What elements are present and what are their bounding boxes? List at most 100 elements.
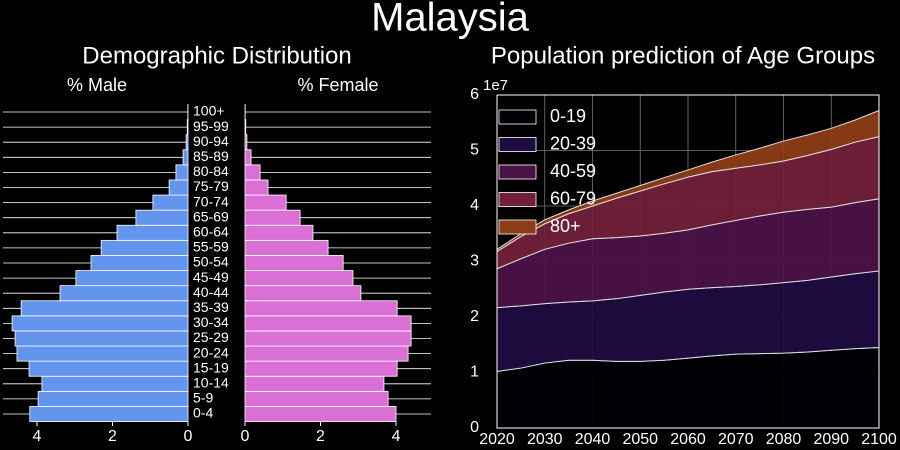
y-offset-label: 1e7 [483,77,508,94]
x-tick-label: 4 [392,428,401,445]
age-label: 35-39 [193,299,229,315]
x-tick-label: 0 [184,428,193,445]
x-tick-label: 2080 [766,431,802,448]
bar [244,300,398,317]
legend-swatch [498,192,537,207]
age-label: 30-34 [193,314,229,330]
bar [11,315,189,332]
bar [14,330,189,347]
bar [244,209,301,226]
bar [244,255,344,271]
male-panel-title: % Male [67,75,127,95]
bar [244,375,385,392]
y-tick-label: 5 [470,142,479,159]
bar [20,300,189,317]
age-label: 90-94 [193,133,229,149]
bar [182,149,189,166]
bar [116,224,189,241]
x-tick-label: 2090 [813,431,849,448]
x-tick-label: 2070 [718,431,754,448]
bar [244,330,412,347]
bar [37,390,189,407]
bar [244,224,314,241]
bar [244,270,354,287]
age-label: 50-54 [193,254,229,270]
bar [244,285,362,302]
y-tick-label: 4 [470,197,479,214]
bar [244,134,248,151]
area-title: Population prediction of Age Groups [491,42,875,69]
y-tick-label: 0 [470,419,479,436]
main-title: Malaysia [371,0,530,40]
x-tick-label: 2020 [479,431,515,448]
bar [75,270,189,287]
legend-swatch [498,219,537,235]
bar [186,119,189,136]
x-tick-label: 2 [316,428,325,445]
bar [244,164,261,181]
axes-frame [496,94,880,429]
age-label: 80-84 [193,163,229,179]
bar [244,315,412,332]
bar [244,179,269,196]
legend-label: 0-19 [550,106,586,126]
bar [244,345,409,362]
bar [244,360,398,377]
age-label: 45-49 [193,269,229,285]
legend-swatch [498,164,537,180]
bar [185,134,189,151]
age-label: 10-14 [193,375,229,391]
x-tick-label: 2040 [575,431,611,448]
bar [244,406,397,422]
bar [244,239,329,256]
y-tick-label: 2 [470,308,479,325]
x-tick-label: 0 [241,428,250,445]
legend-swatch [498,137,537,152]
bar [244,119,247,136]
x-tick-label: 2030 [527,431,563,448]
bar [244,194,287,211]
age-label: 70-74 [193,193,229,209]
x-tick-label: 2 [108,428,117,445]
x-tick-label: 2050 [622,431,658,448]
legend-label: 20-39 [550,133,596,153]
y-tick-label: 3 [470,253,479,270]
age-label: 20-24 [193,344,229,360]
y-tick-label: 6 [470,86,479,103]
bar [135,209,189,226]
age-label: 0-4 [193,405,213,421]
age-label: 25-29 [193,329,229,345]
age-label: 5-9 [193,390,213,406]
x-tick-label: 4 [33,428,42,445]
bar [244,149,252,166]
pyramid-title: Demographic Distribution [82,42,351,69]
age-label: 75-79 [193,178,229,194]
bar [16,345,189,362]
age-label: 100+ [193,103,225,119]
bar [29,406,189,422]
age-label: 85-89 [193,148,229,164]
bar [152,194,189,211]
legend-label: 60-79 [550,188,596,208]
female-panel-title: % Female [297,75,378,95]
age-label: 40-44 [193,284,229,300]
legend-label: 40-59 [550,161,596,181]
bar [100,239,189,256]
bar [244,390,389,407]
age-label: 65-69 [193,208,229,224]
bar [41,375,189,392]
bar [28,360,189,377]
y-tick-label: 1 [470,364,479,381]
legend-label: 80+ [550,216,581,236]
age-label: 55-59 [193,239,229,255]
legend-swatch [498,109,537,125]
x-tick-label: 2060 [670,431,706,448]
age-label: 95-99 [193,118,229,134]
x-tick-label: 2100 [861,431,897,448]
bar [90,255,189,271]
bar [175,164,189,181]
age-label: 15-19 [193,359,229,375]
bar [168,179,189,196]
